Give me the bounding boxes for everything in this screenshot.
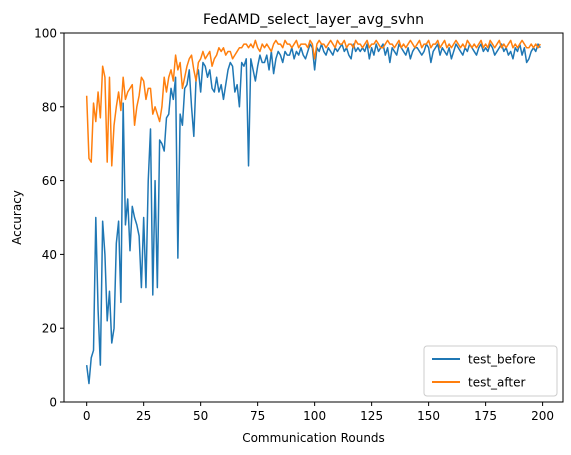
plot-area <box>63 32 564 403</box>
legend: test_before test_after <box>423 345 558 397</box>
y-tick-label: 60 <box>42 174 57 188</box>
x-tick-label: 150 <box>417 409 440 423</box>
y-axis: 0 20 40 60 80 100 <box>34 27 64 410</box>
x-tick-label: 25 <box>136 409 151 423</box>
x-axis: 0 25 50 75 100 125 150 175 200 <box>83 402 554 423</box>
y-axis-label: Accuracy <box>10 190 24 245</box>
x-axis-label: Communication Rounds <box>242 431 385 445</box>
y-tick-label: 20 <box>42 322 57 336</box>
chart-title: FedAMD_select_layer_avg_svhn <box>203 12 424 28</box>
x-tick-label: 175 <box>474 409 497 423</box>
x-tick-label: 125 <box>360 409 383 423</box>
y-tick-label: 80 <box>42 100 57 114</box>
x-tick-label: 50 <box>193 409 208 423</box>
legend-label-test-before: test_before <box>468 353 536 367</box>
y-tick-label: 0 <box>49 396 57 410</box>
y-tick-label: 40 <box>42 248 57 262</box>
y-tick-label: 100 <box>34 27 57 41</box>
series-layer <box>85 39 541 385</box>
x-tick-label: 100 <box>303 409 326 423</box>
series-line-test-before <box>85 43 541 385</box>
x-tick-label: 200 <box>531 409 554 423</box>
legend-label-test-after: test_after <box>468 376 526 390</box>
x-tick-label: 0 <box>83 409 91 423</box>
series-line-test-after <box>85 39 541 167</box>
axes-frame <box>63 32 564 403</box>
x-tick-label: 75 <box>250 409 265 423</box>
